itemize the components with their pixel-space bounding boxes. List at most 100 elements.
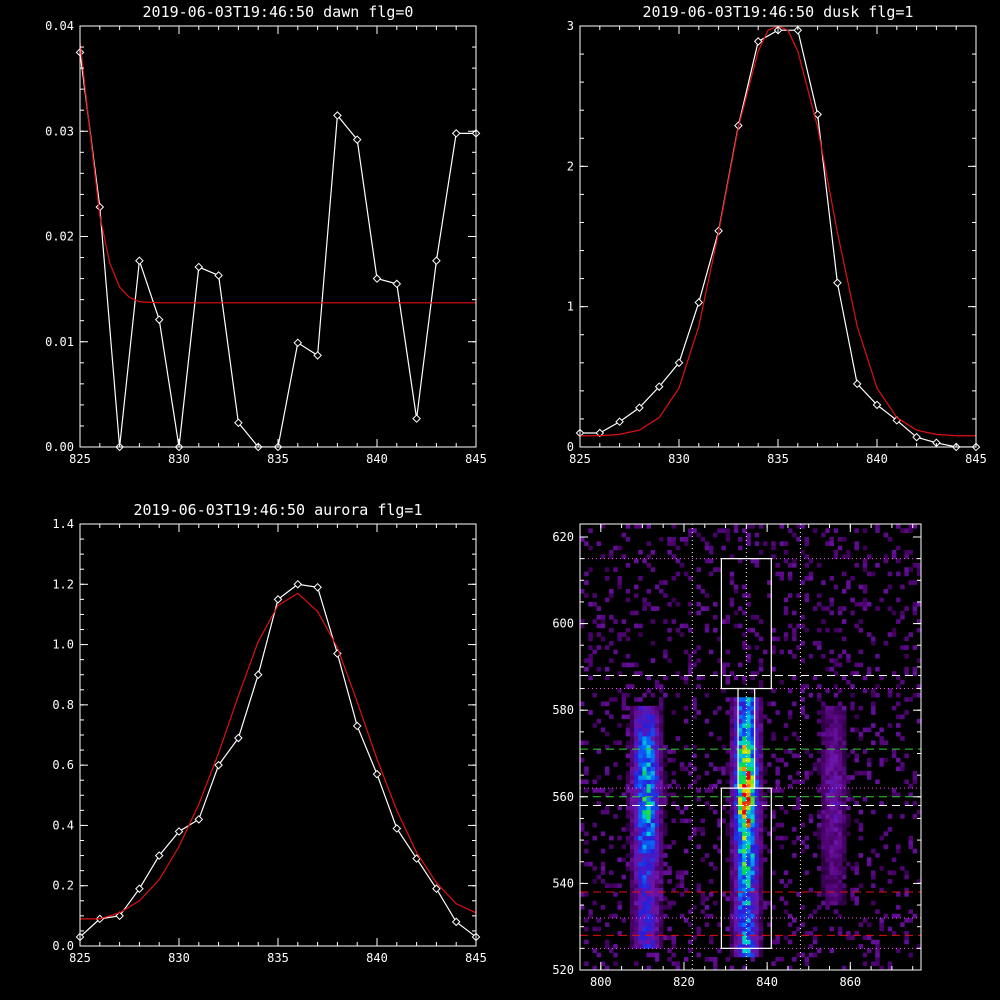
heatmap-cell: [675, 571, 681, 577]
heatmap-cell: [708, 731, 714, 737]
heatmap-cell: [692, 714, 697, 720]
heatmap-cell: [829, 861, 834, 867]
data-line: [580, 29, 976, 447]
heatmap-cell: [787, 965, 793, 971]
heatmap-cell: [671, 770, 676, 776]
heatmap-cell: [916, 809, 922, 815]
heatmap-cell: [804, 597, 810, 603]
heatmap-cell: [754, 814, 760, 819]
heatmap-cell: [754, 853, 760, 858]
heatmap-cell: [654, 775, 660, 780]
heatmap-cell: [771, 814, 776, 819]
heatmap-cell: [650, 779, 656, 785]
heatmap-cell: [617, 688, 622, 694]
heatmap-cell: [663, 796, 668, 802]
heatmap-cell: [837, 688, 843, 694]
heatmap-cell: [708, 939, 714, 945]
heatmap-cell: [825, 766, 830, 772]
heatmap-cell: [854, 662, 859, 668]
heatmap-cell: [646, 775, 651, 780]
heatmap-cell: [729, 671, 735, 676]
heatmap-cell: [638, 718, 643, 724]
heatmap-cell: [833, 853, 839, 858]
heatmap-cell: [654, 909, 660, 915]
heatmap-cell: [588, 909, 593, 915]
y-tick-label: 0.01: [45, 335, 74, 349]
heatmap-cell: [646, 601, 651, 607]
data-point: [392, 279, 402, 289]
heatmap-cell: [642, 762, 647, 767]
heatmap-cell: [762, 766, 768, 772]
heatmap-cell: [754, 718, 760, 724]
heatmap-cell: [625, 562, 631, 568]
heatmap-cell: [725, 619, 731, 624]
heatmap-cell: [829, 822, 834, 828]
heatmap-cell: [588, 653, 593, 659]
heatmap-cell: [604, 744, 610, 750]
heatmap-cell: [617, 575, 622, 581]
heatmap-cell: [829, 840, 834, 845]
heatmap-cell: [833, 818, 839, 824]
heatmap-cell: [654, 883, 660, 889]
heatmap-cell: [833, 792, 839, 798]
heatmap-cell: [604, 575, 610, 581]
heatmap-cell: [746, 601, 751, 607]
heatmap-cell: [808, 575, 814, 581]
plot-dawn: 825 830 835 840 8450.000.010.020.030.042019-…: [45, 3, 487, 466]
heatmap-cell: [787, 575, 793, 581]
heatmap-cell: [812, 926, 818, 932]
heatmap-cell: [642, 749, 647, 754]
heatmap-cell: [896, 766, 901, 772]
heatmap-cell: [683, 675, 689, 681]
heatmap-cell: [891, 627, 897, 633]
heatmap-cell: [742, 766, 747, 772]
data-point: [352, 721, 362, 731]
heatmap-cell: [679, 870, 685, 876]
heatmap-cell: [754, 831, 760, 837]
heatmap-cell: [671, 944, 676, 949]
heatmap-cell: [617, 931, 622, 936]
heatmap-cell: [692, 753, 697, 759]
heatmap-cell: [650, 822, 656, 828]
heatmap-cell: [758, 887, 764, 893]
heatmap-cell: [729, 818, 735, 824]
heatmap-cell: [729, 883, 735, 889]
heatmap-cell: [634, 757, 639, 763]
heatmap-cell: [650, 818, 656, 824]
heatmap-cell: [638, 623, 643, 629]
heatmap-cell: [646, 801, 651, 806]
heatmap-cell: [875, 853, 880, 858]
heatmap-cell: [742, 931, 747, 936]
heatmap-cell: [812, 528, 818, 533]
heatmap-cell: [738, 710, 743, 715]
heatmap-cell: [742, 870, 747, 876]
heatmap-cell: [733, 840, 739, 845]
heatmap-cell: [779, 957, 785, 962]
heatmap-cell: [642, 922, 647, 927]
heatmap-cell: [746, 727, 751, 733]
heatmap-cell: [617, 857, 622, 863]
heatmap-cell: [629, 796, 635, 802]
heatmap-cell: [667, 658, 672, 663]
heatmap-cell: [650, 788, 656, 793]
heatmap-cell: [821, 805, 826, 811]
heatmap-cell: [638, 757, 643, 763]
heatmap-cell: [871, 692, 876, 698]
heatmap-cell: [792, 562, 797, 568]
heatmap-cell: [871, 571, 876, 577]
x-tick-label: 845: [465, 452, 487, 466]
heatmap-cell: [654, 844, 660, 850]
heatmap-cell: [663, 844, 668, 850]
data-point: [333, 111, 342, 120]
heatmap-cell: [650, 692, 656, 698]
heatmap-cell: [738, 662, 743, 668]
heatmap-cell: [754, 762, 760, 767]
heatmap-cell: [729, 844, 735, 850]
heatmap-cell: [733, 853, 739, 858]
heatmap-cell: [825, 528, 830, 533]
heatmap-cell: [729, 792, 735, 798]
heatmap-cell: [825, 718, 830, 724]
heatmap-cell: [800, 580, 805, 585]
heatmap-cell: [746, 731, 751, 737]
heatmap-cell: [854, 545, 859, 551]
